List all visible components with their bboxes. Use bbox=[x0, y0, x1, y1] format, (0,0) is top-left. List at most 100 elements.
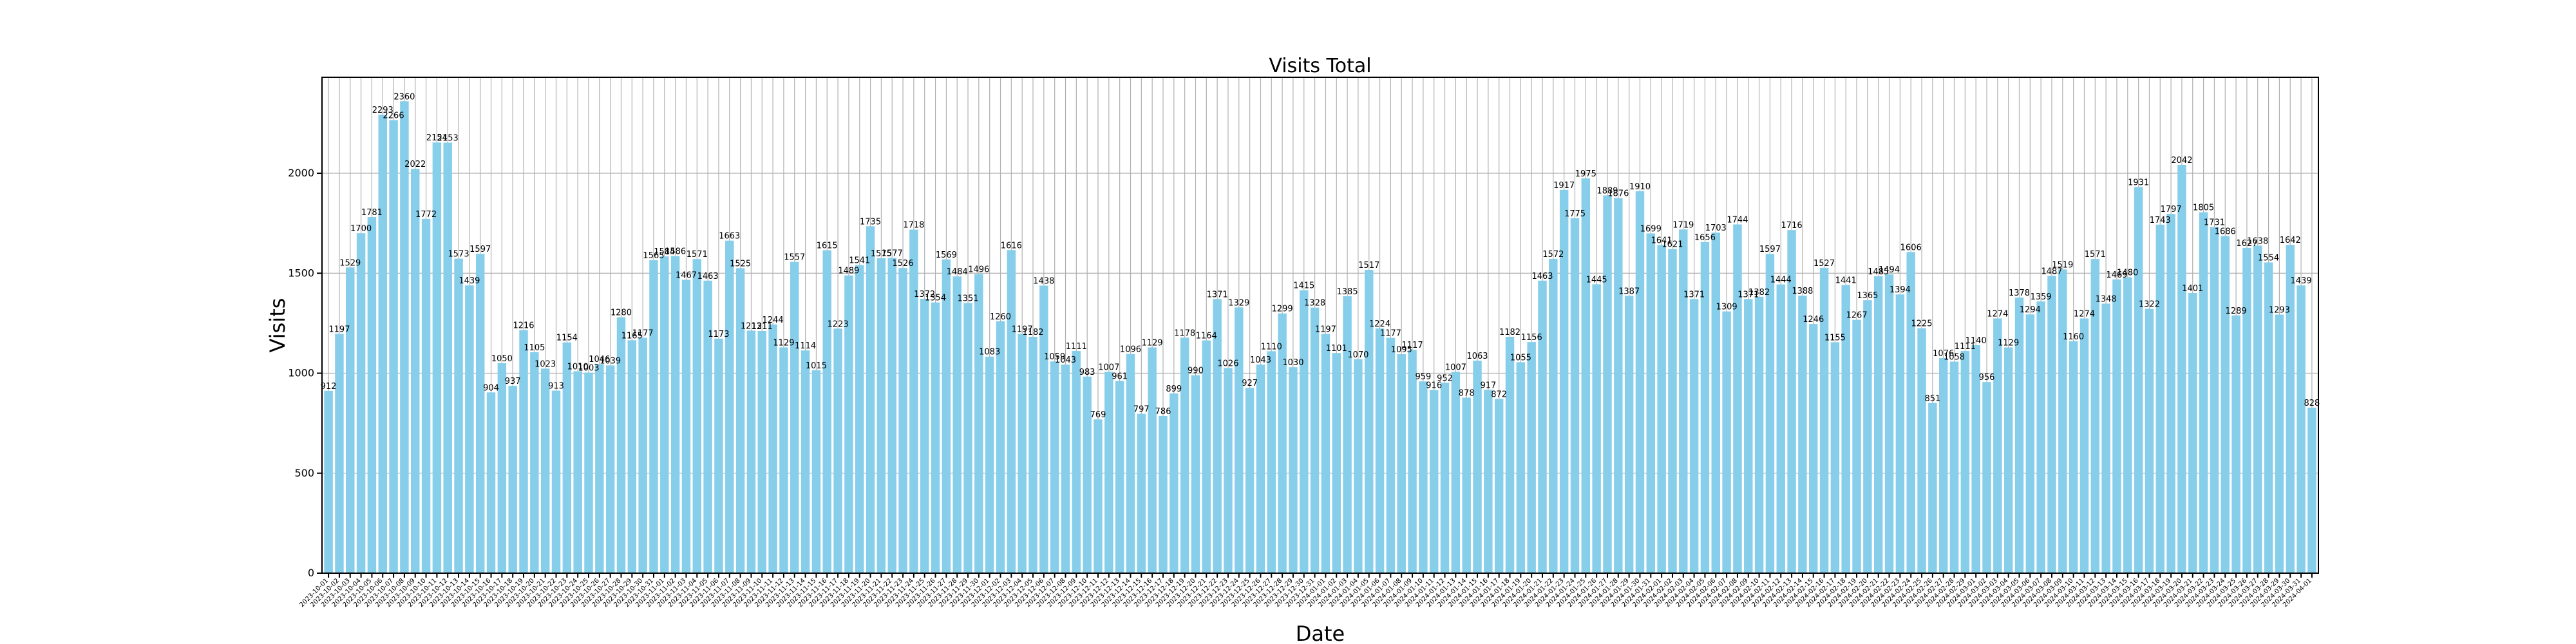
bar bbox=[1494, 399, 1504, 573]
y-tick-label: 2000 bbox=[288, 167, 314, 179]
bar bbox=[1657, 245, 1666, 573]
bar bbox=[1971, 345, 1980, 573]
bar-value-label: 1438 bbox=[1033, 277, 1054, 287]
bar bbox=[530, 352, 539, 573]
bar bbox=[1365, 269, 1374, 573]
bar-value-label: 1043 bbox=[1250, 355, 1271, 365]
bar bbox=[2047, 276, 2056, 573]
bar bbox=[1787, 230, 1796, 573]
bar-value-label: 1744 bbox=[1727, 216, 1748, 225]
bar-value-label: 1527 bbox=[1814, 259, 1835, 269]
bar bbox=[1050, 361, 1059, 573]
bar bbox=[1538, 280, 1547, 573]
bar-value-label: 1039 bbox=[600, 356, 621, 366]
bar-value-label: 797 bbox=[1133, 405, 1150, 415]
bar-value-label: 1354 bbox=[925, 294, 946, 303]
bar bbox=[1863, 300, 1872, 573]
bar-value-label: 1007 bbox=[1098, 363, 1119, 372]
bar bbox=[1765, 254, 1775, 573]
bar-value-label: 1223 bbox=[828, 319, 849, 329]
bar bbox=[1505, 337, 1515, 573]
bar bbox=[735, 268, 745, 573]
bar bbox=[996, 321, 1005, 573]
bar bbox=[400, 101, 409, 574]
bar-value-label: 1140 bbox=[1965, 336, 1987, 346]
bar bbox=[1559, 189, 1569, 573]
bar-value-label: 959 bbox=[1415, 372, 1431, 382]
bar bbox=[454, 258, 463, 573]
bar-value-label: 1182 bbox=[1499, 328, 1520, 337]
bar bbox=[1689, 299, 1699, 573]
bar-value-label: 1197 bbox=[1315, 325, 1336, 334]
bar-value-label: 1050 bbox=[491, 354, 513, 364]
bar bbox=[866, 226, 875, 573]
bar-value-label: 1129 bbox=[773, 338, 794, 348]
y-tick-label: 1000 bbox=[288, 367, 314, 379]
bar-value-label: 1111 bbox=[1955, 342, 1976, 352]
bar-value-label: 1385 bbox=[1337, 287, 1358, 297]
bar-value-label: 2153 bbox=[437, 134, 459, 144]
bar-value-label: 878 bbox=[1459, 388, 1475, 398]
bar-value-label: 1101 bbox=[1326, 344, 1347, 354]
bar-value-label: 1117 bbox=[1402, 341, 1423, 350]
bar bbox=[1072, 351, 1081, 573]
bar-value-label: 1160 bbox=[2063, 332, 2084, 342]
bar bbox=[1949, 361, 1959, 573]
bar-value-label: 1663 bbox=[719, 232, 740, 242]
bar-value-label: 1076 bbox=[1933, 349, 1954, 359]
bar bbox=[1895, 294, 1905, 573]
bar bbox=[931, 302, 940, 573]
bar bbox=[1083, 376, 1092, 573]
bar-value-label: 1164 bbox=[1196, 332, 1217, 341]
bar bbox=[844, 275, 853, 573]
bar bbox=[1213, 299, 1222, 573]
bar-value-label: 1575 bbox=[871, 249, 892, 259]
bar-value-label: 1388 bbox=[1792, 287, 1813, 296]
bar-value-label: 1063 bbox=[1466, 352, 1488, 361]
bar bbox=[768, 324, 777, 573]
bar bbox=[1451, 372, 1461, 573]
bar-value-label: 1441 bbox=[1835, 276, 1857, 286]
bar bbox=[519, 330, 528, 573]
bar-value-label: 1597 bbox=[1759, 245, 1781, 254]
bar bbox=[2297, 285, 2306, 573]
bar-value-label: 1348 bbox=[2096, 294, 2117, 304]
bar bbox=[411, 169, 420, 573]
bar bbox=[1744, 299, 1753, 573]
x-axis: 2023-10-012023-10-022023-10-032023-10-04… bbox=[298, 573, 2313, 609]
y-axis: 0 500 1000 1500 2000 bbox=[288, 167, 322, 579]
bar bbox=[746, 330, 756, 573]
bar bbox=[1180, 337, 1189, 573]
bar bbox=[1776, 284, 1785, 573]
bar-value-label: 1573 bbox=[448, 250, 469, 260]
bar-value-label: 1058 bbox=[1944, 353, 1965, 363]
bar-value-label: 1299 bbox=[1272, 305, 1293, 314]
bar bbox=[1873, 276, 1883, 573]
bar-value-label: 828 bbox=[2304, 399, 2320, 408]
bar bbox=[378, 115, 387, 573]
bar bbox=[681, 279, 691, 573]
bar-value-label: 1467 bbox=[676, 271, 697, 281]
bar bbox=[1440, 383, 1450, 573]
bar-value-label: 1382 bbox=[1748, 288, 1770, 298]
bar-value-label: 927 bbox=[1242, 379, 1258, 388]
bar-value-label: 1775 bbox=[1564, 209, 1586, 219]
bar-value-label: 1638 bbox=[2247, 236, 2268, 246]
bar bbox=[540, 368, 550, 573]
bar-value-label: 1519 bbox=[2052, 260, 2073, 270]
bar-value-label: 1211 bbox=[752, 322, 773, 332]
y-tick-label: 1500 bbox=[288, 267, 314, 279]
bar bbox=[2112, 279, 2121, 573]
bar bbox=[2199, 212, 2208, 573]
bar-value-label: 1415 bbox=[1293, 281, 1314, 291]
bar bbox=[2134, 187, 2143, 573]
bar-value-label: 1541 bbox=[849, 256, 870, 266]
bar-value-label: 1173 bbox=[708, 330, 729, 339]
bar bbox=[367, 217, 377, 574]
bar bbox=[1278, 313, 1287, 573]
bar bbox=[985, 356, 994, 573]
bar bbox=[324, 390, 333, 573]
bar bbox=[670, 256, 680, 573]
bar-value-label: 1572 bbox=[1542, 250, 1564, 260]
bar bbox=[1549, 258, 1558, 573]
